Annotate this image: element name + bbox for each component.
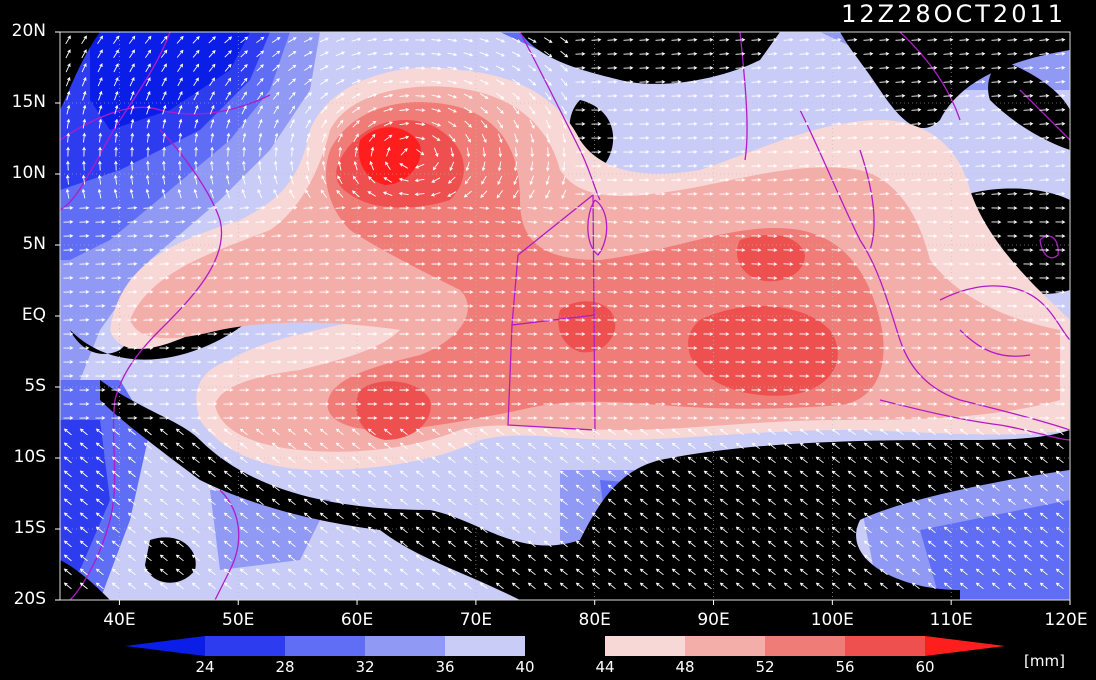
region-box [507,193,596,431]
lat-label: 15N [11,92,46,112]
colorbar-label: 24 [195,658,215,676]
colorbar-label: 32 [355,658,375,676]
colorbar [125,636,1005,656]
lat-label: EQ [21,305,46,325]
colorbar-segment [525,636,605,656]
lon-label: 90E [697,610,730,630]
colorbar-segment [685,636,765,656]
colorbar-label: 40 [515,658,535,676]
lat-label: 10S [13,447,46,467]
lon-label: 50E [222,610,255,630]
colorbar-segment [365,636,445,656]
colorbar-label: 52 [755,658,775,676]
lon-label: 40E [103,610,136,630]
wind-vectors [63,35,1066,590]
graticule [60,32,1070,600]
map-title: 12Z28OCT2011 [841,0,1066,28]
colorbar-label: 28 [275,658,295,676]
lat-label: 5N [22,234,46,254]
colorbar-segment [445,636,525,656]
colorbar-segment [765,636,845,656]
contour-fill [60,32,1070,600]
colorbar-segment [605,636,685,656]
colorbar-label: 48 [675,658,695,676]
lat-label: 10N [11,163,46,183]
colorbar-under-arrow [125,636,205,656]
lon-label: 100E [810,610,854,630]
colorbar-label: 56 [835,658,855,676]
colorbar-over-arrow [925,636,1005,656]
lon-label: 80E [578,610,611,630]
lon-label: 120E [1044,610,1088,630]
lon-label: 110E [929,610,973,630]
colorbar-segment [205,636,285,656]
colorbar-label: 60 [915,658,935,676]
lat-label: 5S [24,376,46,396]
coastlines [60,32,1070,600]
colorbar-label: 44 [595,658,615,676]
lon-label: 70E [459,610,493,630]
colorbar-segment [845,636,925,656]
lon-label: 60E [340,610,374,630]
unit-label: [mm] [1024,652,1065,670]
lat-label: 20S [13,589,46,609]
colorbar-segment [285,636,365,656]
lat-label: 15S [13,518,46,538]
lat-label: 20N [11,21,46,41]
colorbar-label: 36 [435,658,455,676]
